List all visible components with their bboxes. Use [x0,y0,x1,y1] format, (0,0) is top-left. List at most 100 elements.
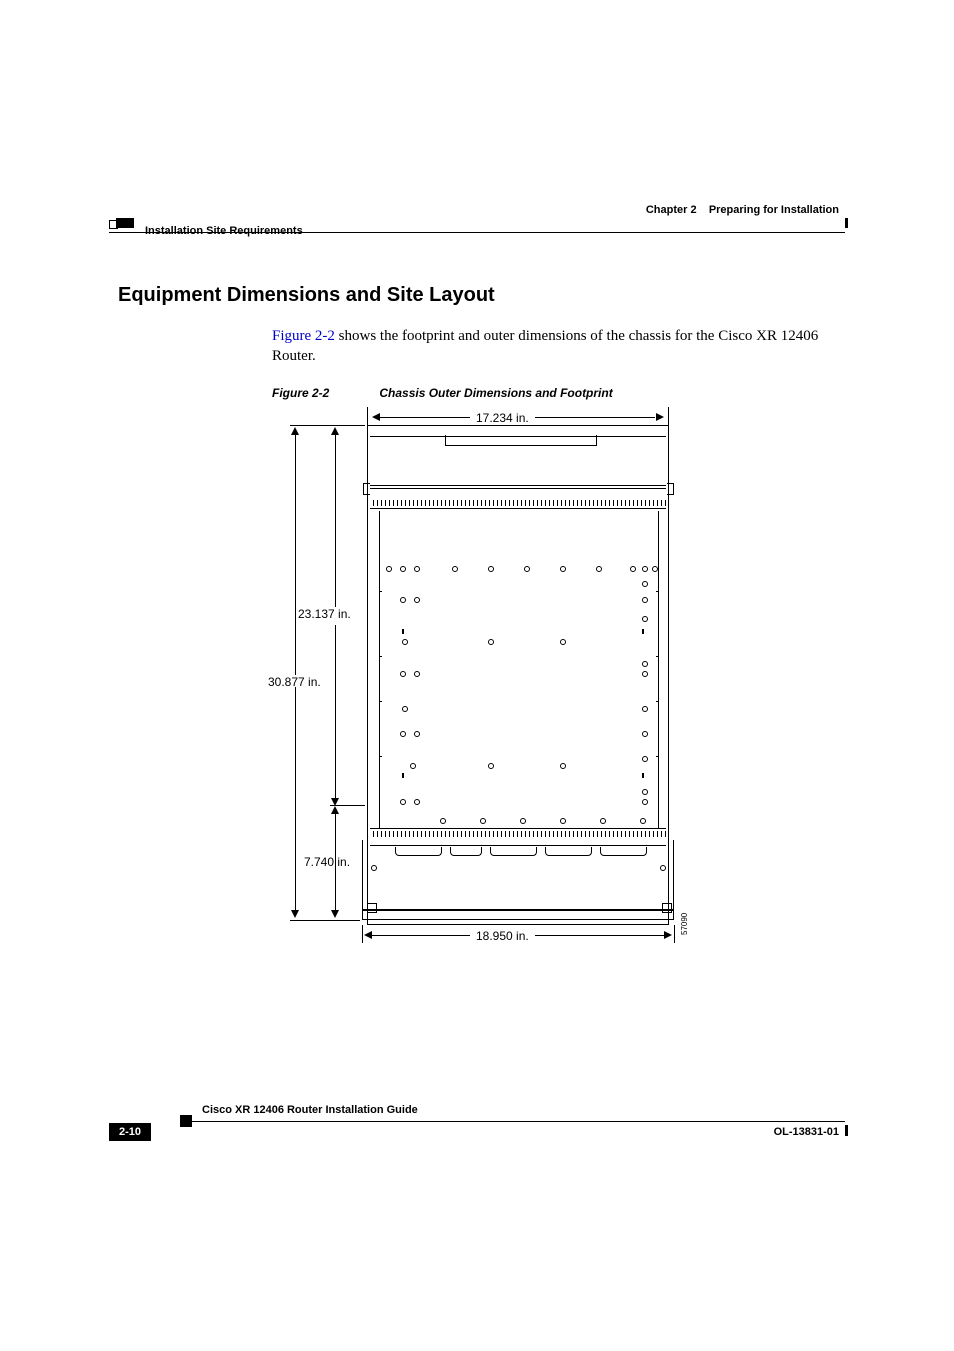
arrowhead-icon [291,910,299,918]
arrowhead-icon [331,910,339,918]
hole [642,799,648,805]
dim-height-total: 30.877 in. [268,675,321,689]
hole [400,799,406,805]
cutout [395,847,442,856]
slot-area [379,511,659,828]
hole [560,639,566,645]
dim-line [535,417,655,418]
hole [642,706,648,712]
hole [524,566,530,572]
hole [386,566,392,572]
hole [642,597,648,603]
hole [520,818,526,824]
hole [642,581,648,587]
slot-mark [656,701,659,702]
cutout [450,847,482,856]
hole [371,865,377,871]
hole [660,865,666,871]
hole [642,661,648,667]
arrowhead-icon [372,413,380,421]
figure-ref-link[interactable]: Figure 2-2 [272,328,335,344]
header-right-bar [845,218,848,228]
drawing-id: 57090 [680,913,689,935]
hole [410,763,416,769]
slot-mark [379,756,382,757]
hole [642,789,648,795]
figure-title: Chassis Outer Dimensions and Footprint [379,386,612,400]
body-paragraph: Figure 2-2 shows the footprint and outer… [272,326,839,367]
slot-mark [379,656,382,657]
footer-rule [190,1121,845,1122]
chassis-diagram: 17.234 in. [270,405,690,950]
hole [414,597,420,603]
dim-tick [674,925,675,943]
dim-line [335,625,336,800]
figure-label: Figure 2-2 [272,386,329,400]
mount-ear [363,483,370,495]
dim-line [295,435,296,675]
slot-mark [656,591,659,592]
dim-tick [367,407,368,425]
dim-width-top: 17.234 in. [476,411,529,425]
arrowhead-icon [331,806,339,814]
cutout [490,847,537,856]
dim-height-upper: 23.137 in. [298,607,351,621]
dim-tick [668,407,669,425]
hole [642,671,648,677]
vent-strip [370,500,666,506]
dim-tick [290,425,365,426]
tick [642,629,644,634]
arrowhead-icon [364,931,372,939]
dim-tick [362,925,363,943]
hole [414,671,420,677]
hole [452,566,458,572]
footer-guide-title: Cisco XR 12406 Router Installation Guide [202,1104,418,1116]
slot-mark [656,656,659,657]
hole [600,818,606,824]
hole [400,731,406,737]
hole [414,731,420,737]
dim-line [380,417,470,418]
header-chapter: Chapter 2 Preparing for Installation [646,204,839,216]
chassis-line [370,828,666,829]
running-section: Installation Site Requirements [145,225,303,237]
hole [414,799,420,805]
dim-line [535,935,665,936]
mount-ear [667,483,674,495]
chassis-line [370,508,666,509]
page-number: 2-10 [109,1123,151,1141]
slot-mark [379,701,382,702]
foot-rail [362,910,674,920]
hole [560,763,566,769]
tick [642,773,644,778]
bench-cutouts [395,847,651,857]
hole [400,597,406,603]
arrowhead-icon [664,931,672,939]
hole [630,566,636,572]
doc-id: OL-13831-01 [774,1126,839,1138]
hole [402,706,408,712]
tick [402,629,404,634]
dim-width-bottom: 18.950 in. [476,929,529,943]
foot [662,903,672,913]
chassis-handle [445,435,597,446]
cutout [545,847,592,856]
arrowhead-icon [656,413,664,421]
hole [642,616,648,622]
hole [560,566,566,572]
hole [414,566,420,572]
dim-tick [290,920,360,921]
section-title: Equipment Dimensions and Site Layout [118,284,495,307]
dim-line [370,935,470,936]
slot-mark [656,756,659,757]
body-rest: shows the footprint and outer dimensions… [272,328,818,364]
chapter-title: Preparing for Installation [709,204,839,216]
hole [642,566,648,572]
chapter-label: Chapter 2 [646,204,697,216]
header-left-bar [116,218,134,228]
foot [367,903,377,913]
dim-line [335,435,336,607]
hole [400,566,406,572]
tick [402,773,404,778]
hole [642,756,648,762]
